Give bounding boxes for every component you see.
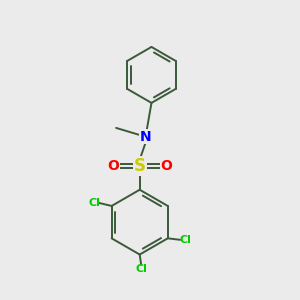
Text: S: S [134, 157, 146, 175]
Text: O: O [160, 159, 172, 173]
Text: Cl: Cl [135, 264, 147, 274]
Text: Cl: Cl [88, 198, 100, 208]
Text: N: N [140, 130, 152, 144]
Text: O: O [107, 159, 119, 173]
Text: Cl: Cl [179, 235, 191, 245]
